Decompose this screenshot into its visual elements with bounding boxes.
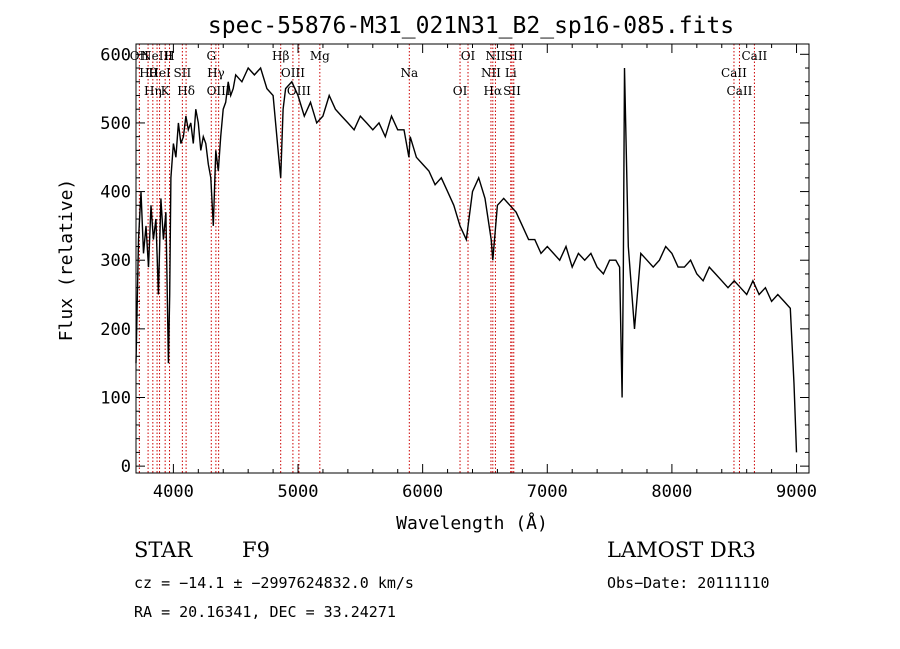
observation-date: Obs−Date: 20111110 <box>607 574 770 592</box>
marker-label: K <box>161 84 171 98</box>
x-axis-ticks: 4000 5000 6000 7000 8000 9000 <box>153 44 817 502</box>
x-tick-label: 9000 <box>776 482 817 502</box>
y-tick-label: 300 <box>100 251 131 271</box>
marker-label: Li <box>505 66 517 80</box>
x-tick-label: 6000 <box>402 482 443 502</box>
emission-line-markers <box>138 44 755 473</box>
x-axis-label: Wavelength (Å) <box>396 512 548 534</box>
y-tick-label: 0 <box>121 457 131 477</box>
x-tick-label: 5000 <box>278 482 319 502</box>
y-tick-label: 500 <box>100 114 131 134</box>
chart-title: spec-55876-M31_021N31_B2_sp16-085.fits <box>208 13 734 39</box>
marker-label: CaII <box>727 84 753 98</box>
coordinates-readout: RA = 20.16341, DEC = 33.24271 <box>134 603 396 621</box>
y-axis-label: Flux (relative) <box>56 179 77 342</box>
marker-label: OII <box>130 49 150 63</box>
marker-label: OIII <box>207 84 231 98</box>
marker-label: NII <box>481 66 501 80</box>
marker-label: Hη <box>144 84 162 98</box>
marker-label: Na <box>400 66 418 80</box>
marker-label: Mg <box>310 49 330 63</box>
marker-label: HeI <box>148 66 171 80</box>
marker-label: G <box>206 49 216 63</box>
object-class: STAR <box>134 538 193 562</box>
marker-label: Hδ <box>177 84 195 98</box>
emission-line-labels: OIIHθHηNeIIIHeIKHSIIHδGHγOIIIHβOIIIOIIIM… <box>130 49 768 98</box>
y-axis-ticks: 0 100 200 300 400 500 600 <box>100 45 809 477</box>
spectral-subclass: F9 <box>242 538 270 562</box>
flux-series-line <box>135 66 798 453</box>
marker-label: CaII <box>721 66 747 80</box>
marker-label: Hα <box>484 84 503 98</box>
marker-label: CaII <box>741 49 767 63</box>
survey-name: LAMOST DR3 <box>607 538 756 562</box>
x-tick-label: 4000 <box>153 482 194 502</box>
marker-label: OI <box>461 49 476 63</box>
y-tick-label: 200 <box>100 320 131 340</box>
marker-label: Hθ <box>139 66 157 80</box>
plot-frame <box>135 43 810 474</box>
marker-label: NII <box>485 49 505 63</box>
marker-label: SII <box>503 84 521 98</box>
x-tick-label: 8000 <box>651 482 692 502</box>
marker-label: OI <box>453 84 468 98</box>
marker-label: SII <box>505 49 523 63</box>
velocity-readout: cz = −14.1 ± −2997624832.0 km/s <box>134 574 414 592</box>
marker-label: H <box>164 49 174 63</box>
marker-label: NeIII <box>141 49 173 63</box>
y-tick-label: 400 <box>100 183 131 203</box>
marker-label: OIII <box>281 66 305 80</box>
marker-label: Hγ <box>207 66 225 80</box>
y-tick-label: 600 <box>100 45 131 65</box>
y-tick-label: 100 <box>100 388 131 408</box>
marker-label: Hβ <box>272 49 289 63</box>
x-tick-label: 7000 <box>527 482 568 502</box>
marker-label: OIII <box>287 84 311 98</box>
marker-label: SII <box>174 66 192 80</box>
